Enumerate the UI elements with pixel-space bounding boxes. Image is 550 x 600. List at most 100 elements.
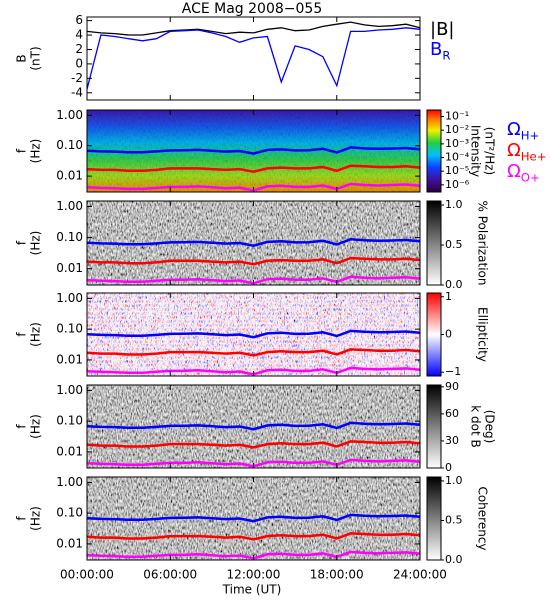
gyrofrequency-line [86,329,421,339]
legend-entry-subscript: R [442,48,450,62]
x-tick-label: 00:00:00 [60,568,114,582]
colorbar-tick-label: 60 [445,407,459,420]
gyrofrequency-line [86,532,421,541]
y-tick-label: -4 [71,85,83,99]
y-tick-label: 0.01 [56,261,83,275]
colorbar-tick-label: 0.5 [445,513,463,526]
y-axis-label: f [15,240,29,245]
y-tick-label: 1.00 [56,199,83,213]
legend-entry: ΩH+ [507,119,539,142]
colorbar-label: Coherency [476,486,490,550]
y-axis-unit: (Hz) [29,414,43,439]
spectrogram-texture [87,201,420,285]
legend-entry-symbol: Ω [507,161,521,182]
colorbar-tick-label: 1.0 [445,198,463,211]
y-tick-label: 0.01 [56,444,83,458]
colorbar [426,384,442,469]
legend-entry-subscript: O+ [521,170,540,184]
y-tick-label: 0.01 [56,352,83,366]
colorbar-tick-label: 1 [445,290,452,303]
y-tick-label: 4 [75,28,83,42]
x-axis-label: Time (UT) [222,583,282,597]
gyrofrequency-line [86,348,421,357]
y-tick-label: 1.00 [56,383,83,397]
colorbar-tick-label: 10⁻⁴ [445,151,470,164]
colorbar-unit: (nT²/Hz) [483,127,497,175]
y-tick-label: 1.00 [56,108,83,122]
colorbar-unit: (Deg) [483,410,497,444]
x-tick-label: 06:00:00 [143,568,197,582]
colorbar [426,476,442,561]
colorbar-tick-label: 10⁻⁶ [445,178,470,191]
colorbar-tick-label: 30 [445,434,459,447]
colorbar-label: % Polarization [476,201,490,286]
gyrofrequency-line [86,513,421,523]
y-axis-unit: (Hz) [29,139,43,164]
y-tick-label: 0.10 [56,506,83,520]
colorbar-tick-label: 0 [445,461,452,474]
legend-entry: ΩO+ [507,161,540,184]
y-axis-label: f [15,332,29,337]
gyrofrequency-line [86,421,421,431]
legend-entry-symbol: |B| [430,19,454,40]
colorbar-tick-label: 90 [445,380,459,393]
y-tick-label: 0.01 [56,536,83,550]
x-tick-label: 12:00:00 [227,568,281,582]
gyrofrequency-line [86,146,421,155]
legend-entry-symbol: B [430,39,442,60]
colorbar-label: Ellipticity [476,307,490,362]
y-tick-label: 0.10 [56,322,83,336]
y-axis-label: f [15,516,29,521]
colorbar-label: Intensity [469,125,483,177]
gyrofrequency-line [86,164,421,173]
y-axis-unit: (Hz) [29,322,43,347]
y-tick-label: 0.10 [56,414,83,428]
colorbar-label: k dot B [469,405,483,447]
colorbar [426,109,442,193]
colorbar-tick-label: 1.0 [445,474,463,487]
legend-entry-subscript: H+ [521,128,540,142]
colorbar-tick-label: 0.0 [445,553,463,566]
y-axis-label: B [15,54,29,62]
legend-entry: ΩHe+ [507,140,547,163]
x-tick-label: 18:00:00 [310,568,364,582]
y-tick-label: 2 [75,42,83,56]
gyrofrequency-line [86,238,421,247]
legend-entry: BR [430,39,450,62]
colorbar-tick-label: 0.0 [445,278,463,291]
y-axis-unit: (nT) [29,46,43,70]
legend-entry-subscript: He+ [521,149,547,163]
y-axis-label: f [15,148,29,153]
y-axis-unit: (Hz) [29,231,43,256]
colorbar [426,292,442,377]
legend-entry-symbol: Ω [507,119,521,140]
gyrofrequency-line [86,440,421,449]
chart-title: ACE Mag 2008−055 [182,1,322,17]
x-tick-label: 24:00:00 [393,568,447,582]
spectrogram-texture [87,110,420,192]
spectrogram-texture [87,293,420,376]
y-axis-label: f [15,424,29,429]
colorbar [426,200,442,286]
y-tick-label: -2 [71,71,83,85]
y-tick-label: 1.00 [56,291,83,305]
gyrofrequency-line [86,256,421,266]
spectrogram-texture [87,385,420,468]
colorbar-tick-label: 0 [445,328,452,341]
y-tick-label: 0 [75,56,83,70]
colorbar-tick-label: 10⁻² [445,123,469,136]
legend-entry-symbol: Ω [507,140,521,161]
plot-frame [86,16,421,101]
spectrogram-texture [87,477,420,560]
data-line [86,21,421,36]
y-tick-label: 0.10 [56,138,83,152]
y-tick-label: 6 [75,13,83,27]
y-tick-label: 0.01 [56,169,83,183]
colorbar-tick-label: 10⁻³ [445,137,469,150]
colorbar-tick-label: 10⁻¹ [445,110,469,123]
data-line [86,27,421,90]
colorbar-tick-label: −1 [445,365,461,378]
y-axis-unit: (Hz) [29,506,43,531]
colorbar-tick-label: 0.5 [445,238,463,251]
